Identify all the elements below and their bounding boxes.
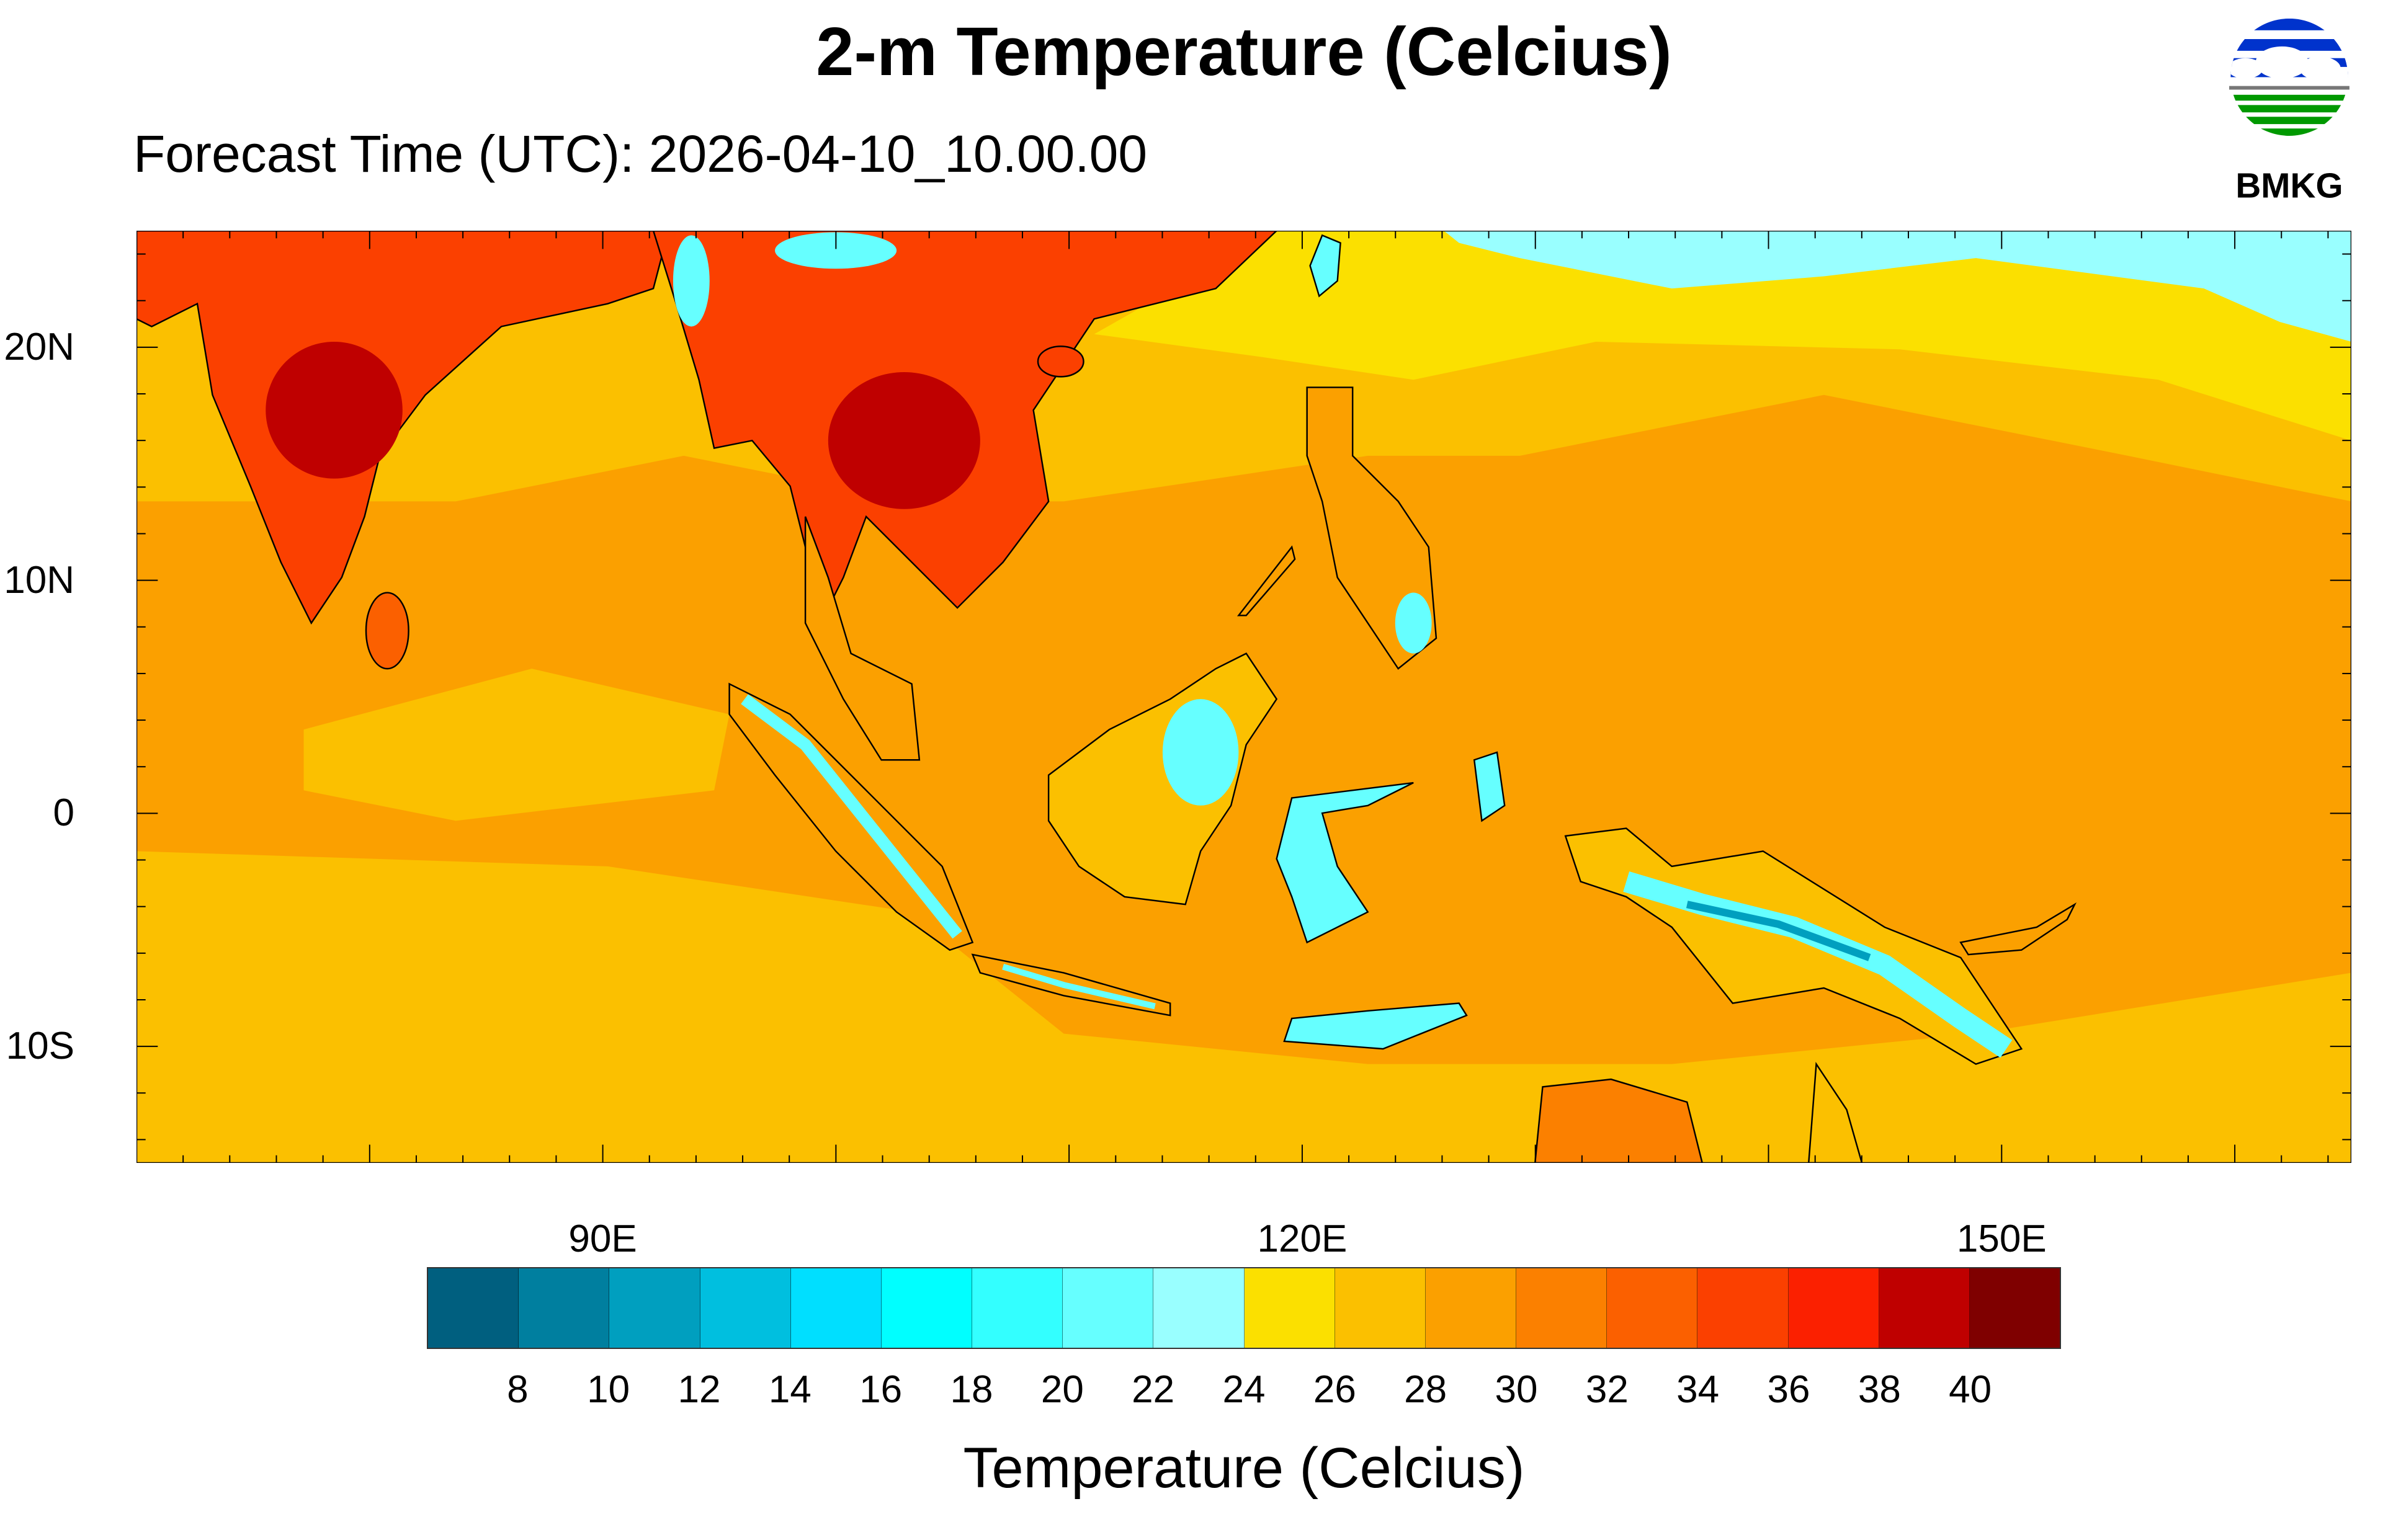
map-ticks — [136, 231, 2351, 1163]
yellow-band-far-north — [1094, 231, 2351, 441]
land-malay-peninsula — [804, 516, 921, 761]
land-taiwan — [1309, 234, 1341, 298]
bmkg-logo: BMKG — [2229, 18, 2349, 205]
colorbar-level-label: 22 — [1132, 1368, 1175, 1411]
land-cape-york — [1808, 1061, 1863, 1163]
land-new-britain — [1959, 902, 2077, 956]
colorbar-swatch — [972, 1268, 1063, 1348]
lat-tick-label: 10S — [6, 1025, 74, 1068]
lon-tick-label: 90E — [568, 1217, 637, 1260]
land-sri-lanka — [365, 592, 409, 670]
colorbar-swatch — [881, 1268, 973, 1348]
lat-tick-label: 0 — [53, 791, 74, 835]
colorbar-level-label: 14 — [768, 1368, 811, 1411]
colorbar-swatch — [700, 1268, 791, 1348]
colorbar-level-label: 36 — [1767, 1368, 1810, 1411]
light-south-region — [136, 851, 2351, 1163]
colorbar — [427, 1267, 2061, 1349]
land-nusa-tenggara — [1283, 1002, 1468, 1050]
lon-tick-label: 120E — [1257, 1217, 1348, 1260]
land-palawan — [1236, 545, 1296, 616]
lon-tick-label: 150E — [1956, 1217, 2047, 1260]
colorbar-swatch — [1335, 1268, 1426, 1348]
colorbar-level-label: 20 — [1040, 1368, 1084, 1411]
colorbar-swatch — [1063, 1268, 1154, 1348]
cool-northeast-region — [1444, 231, 2351, 342]
cool-sumatra-ridge — [741, 694, 962, 939]
land-sulawesi — [1276, 781, 1414, 944]
cool-java-ridge — [1002, 964, 1156, 1010]
colorbar-swatch — [790, 1268, 882, 1348]
colorbar-swatch — [1153, 1268, 1245, 1348]
land-india — [136, 231, 669, 625]
colorbar-swatch — [1879, 1268, 1970, 1348]
colorbar-level-label: 32 — [1585, 1368, 1629, 1411]
colorbar-level-label: 26 — [1313, 1368, 1356, 1411]
colorbar-level-label: 40 — [1949, 1368, 1992, 1411]
hot-india-core — [266, 341, 403, 479]
cool-yunnan — [775, 232, 897, 269]
cool-mindanao — [1395, 592, 1432, 654]
lat-tick-label: 10N — [4, 558, 74, 602]
land-australia-north — [1534, 1078, 1704, 1163]
land-halmahera — [1473, 751, 1506, 822]
colorbar-swatch — [1516, 1268, 1607, 1348]
colorbar-swatch — [609, 1268, 700, 1348]
forecast-time: Forecast Time (UTC): 2026-04-10_10.00.00 — [133, 125, 1148, 183]
colorbar-level-label: 10 — [587, 1368, 630, 1411]
colorbar-level-label: 8 — [507, 1368, 529, 1411]
chart-title: 2-m Temperature (Celcius) — [816, 14, 1672, 90]
colorbar-swatch — [519, 1268, 610, 1348]
colorbar-level-label: 12 — [677, 1368, 721, 1411]
land-hainan — [1037, 345, 1084, 378]
colorbar-level-label: 24 — [1222, 1368, 1266, 1411]
colorbar-swatch — [1969, 1268, 2060, 1348]
light-equator-region — [303, 669, 730, 821]
logo-emblem-icon — [2230, 18, 2348, 136]
colorbar-swatch — [1425, 1268, 1517, 1348]
colorbar-title: Temperature (Celcius) — [963, 1436, 1525, 1500]
colorbar-swatch — [1697, 1268, 1789, 1348]
colorbar-level-label: 34 — [1676, 1368, 1720, 1411]
hot-indochina-core — [828, 372, 980, 509]
colorbar-level-label: 38 — [1858, 1368, 1901, 1411]
temperature-map — [136, 231, 2351, 1163]
cool-myanmar-highlands — [673, 235, 710, 327]
colorbar-level-label: 16 — [859, 1368, 903, 1411]
coldest-papua-peaks — [1686, 901, 1871, 961]
lat-tick-label: 20N — [4, 325, 74, 368]
colorbar-swatch — [1788, 1268, 1879, 1348]
colorbar-swatch — [1607, 1268, 1698, 1348]
logo-text: BMKG — [2235, 166, 2343, 205]
colorbar-level-label: 28 — [1404, 1368, 1447, 1411]
colorbar-level-label: 18 — [950, 1368, 993, 1411]
colorbar-level-label: 30 — [1495, 1368, 1538, 1411]
cool-borneo-interior — [1162, 699, 1239, 806]
colorbar-swatch — [1244, 1268, 1335, 1348]
colorbar-swatch — [428, 1268, 519, 1348]
